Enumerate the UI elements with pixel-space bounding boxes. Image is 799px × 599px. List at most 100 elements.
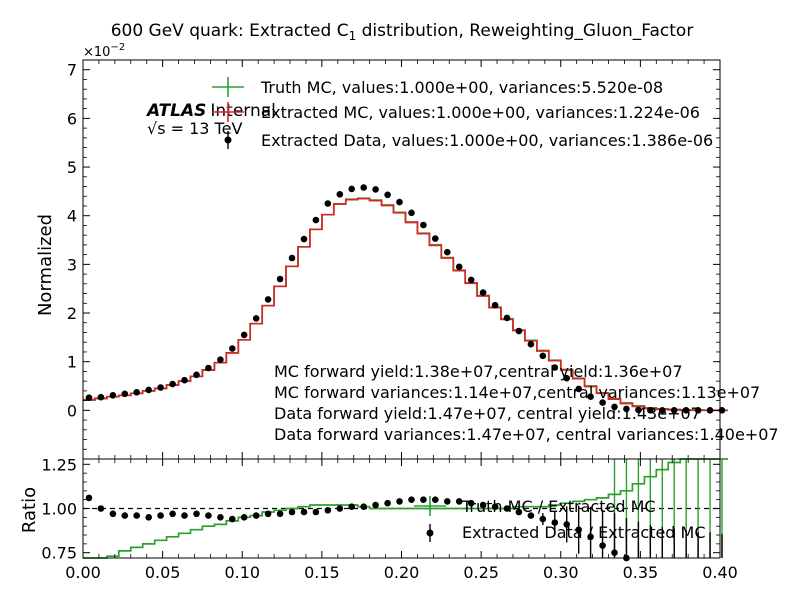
ratio-point-extracted-data-extracted-mc [181, 512, 188, 519]
point-extracted-data [527, 340, 535, 348]
point-extracted-data [157, 384, 164, 391]
point-extracted-data [360, 184, 368, 191]
ratio-point-extracted-data-extracted-mc [133, 512, 140, 519]
legend-marker-truth-mc [212, 77, 244, 97]
ratio-point-extracted-data-extracted-mc [145, 514, 152, 521]
point-extracted-data [694, 407, 702, 414]
ratio-point-extracted-data-extracted-mc [551, 519, 559, 526]
annotation-data-variances: Data forward variances:1.47e+07, central… [274, 425, 779, 444]
ratio-point-extracted-data-extracted-mc [587, 533, 594, 541]
point-extracted-data [193, 371, 200, 379]
y-tick-label: 7 [67, 61, 77, 80]
ratio-point-extracted-data-extracted-mc [97, 505, 105, 512]
x-tick-label: 0.40 [702, 563, 738, 582]
point-extracted-data [169, 380, 176, 388]
y-tick-label: 2 [67, 304, 77, 323]
point-extracted-data [336, 191, 344, 198]
ratio-point-extracted-data-extracted-mc [121, 512, 129, 519]
point-extracted-data [647, 407, 654, 414]
x-tick-label: 0.35 [623, 563, 659, 582]
point-extracted-data [659, 407, 666, 414]
ratio-point-extracted-data-extracted-mc [229, 515, 236, 523]
legend-label-extracted-data: Extracted Data, values:1.000e+00, varian… [261, 131, 713, 150]
point-extracted-data [145, 386, 152, 394]
point-extracted-data [420, 221, 427, 229]
legend-marker-extracted-mc [212, 102, 244, 122]
main-legend: Truth MC, values:1.000e+00, variances:5.… [212, 77, 713, 150]
point-extracted-data [551, 364, 559, 371]
point-extracted-data [252, 315, 260, 322]
point-extracted-data [444, 248, 451, 256]
point-extracted-data [503, 314, 511, 322]
annotation-data-yield: Data forward yield:1.47e+07, central yie… [274, 404, 701, 423]
ratio-point-extracted-data-extracted-mc [420, 496, 427, 504]
ratio-point-extracted-data-extracted-mc [85, 494, 93, 502]
annotation-mc-yield: MC forward yield:1.38e+07,central yield:… [274, 362, 683, 381]
annotation-mc-variances: MC forward variances:1.14e+07,central va… [274, 383, 760, 402]
point-extracted-data [276, 275, 284, 283]
ratio-axis-label: Ratio [19, 487, 40, 533]
point-extracted-data [240, 331, 248, 339]
x-tick-label: 0.15 [304, 563, 340, 582]
ratio-step-truth-mc-extracted-mc [83, 458, 728, 559]
ratio-point-extracted-data-extracted-mc [372, 501, 379, 509]
point-extracted-data [706, 407, 714, 414]
ratio-point-extracted-data-extracted-mc [563, 521, 570, 528]
step-extracted-mc [83, 197, 728, 412]
point-extracted-data [682, 407, 690, 414]
ratio-point-extracted-data-extracted-mc [444, 498, 451, 505]
ratio-point-extracted-data-extracted-mc [575, 526, 582, 533]
point-extracted-data [479, 289, 487, 296]
x-tick-label: 0.25 [463, 563, 499, 582]
yield-annotations: MC forward yield:1.38e+07,central yield:… [274, 362, 779, 444]
point-extracted-data [229, 345, 236, 352]
point-extracted-data [181, 376, 188, 384]
point-extracted-data [587, 393, 594, 401]
y-tick-label: 5 [67, 158, 77, 177]
ratio-point-extracted-data-extracted-mc [479, 501, 487, 509]
point-extracted-data [312, 216, 320, 224]
ratio-point-extracted-data-extracted-mc [205, 512, 212, 519]
y-tick-label: 3 [67, 255, 77, 274]
ratio-axis-ticks: 0.00 0.05 0.10 0.15 0.20 0.25 0.30 0.35 0.40 0.75… [41, 455, 737, 582]
ratio-point-extracted-data-extracted-mc [396, 498, 403, 505]
ratio-plot-frame [82, 458, 721, 559]
ratio-point-extracted-data-extracted-mc [360, 503, 368, 511]
point-extracted-data [635, 406, 642, 414]
point-extracted-data [611, 403, 618, 411]
ratio-point-extracted-data-extracted-mc [611, 549, 618, 556]
y-multiplier: ×10−2 [83, 42, 125, 60]
ratio-point-extracted-data-extracted-mc [515, 508, 523, 516]
point-extracted-data [539, 352, 547, 360]
legend-label-truth-mc: Truth MC, values:1.000e+00, variances:5.… [260, 78, 663, 97]
ratio-y-tick-label: 0.75 [41, 544, 77, 563]
ratio-point-extracted-data-extracted-mc [408, 496, 415, 504]
ratio-legend-marker-data [426, 524, 434, 542]
ratio-point-extracted-data-extracted-mc [384, 499, 391, 507]
ratio-point-extracted-data-extracted-mc [467, 499, 475, 507]
point-extracted-data [372, 186, 379, 193]
point-extracted-data [575, 385, 582, 393]
ratio-legend: Truth MC / Extracted MC Extracted Data /… [414, 496, 706, 542]
x-tick-label: 0.00 [65, 563, 101, 582]
ratio-legend-label-truth: Truth MC / Extracted MC [461, 497, 656, 516]
ratio-point-extracted-data-extracted-mc [157, 512, 164, 519]
ratio-point-extracted-data-extracted-mc [539, 515, 547, 523]
point-extracted-data [133, 389, 140, 396]
legend-marker-extracted-data [224, 131, 232, 149]
point-extracted-data [109, 392, 117, 399]
x-tick-label: 0.05 [145, 563, 181, 582]
point-extracted-data [467, 276, 475, 284]
ratio-point-extracted-data-extracted-mc [193, 510, 200, 518]
chart-title: 600 GeV quark: Extracted C1 distribution… [111, 21, 694, 43]
ratio-point-extracted-data-extracted-mc [312, 508, 320, 516]
ratio-legend-marker-truth [414, 496, 446, 516]
ratio-y-tick-label: 1.00 [41, 500, 77, 519]
ratio-y-tick-label: 1.25 [41, 455, 77, 474]
point-extracted-data [432, 235, 439, 242]
ratio-point-extracted-data-extracted-mc [109, 510, 117, 518]
ratio-point-extracted-data-extracted-mc [169, 510, 176, 518]
ratio-point-extracted-data-extracted-mc [599, 542, 606, 549]
point-extracted-data [491, 301, 499, 309]
